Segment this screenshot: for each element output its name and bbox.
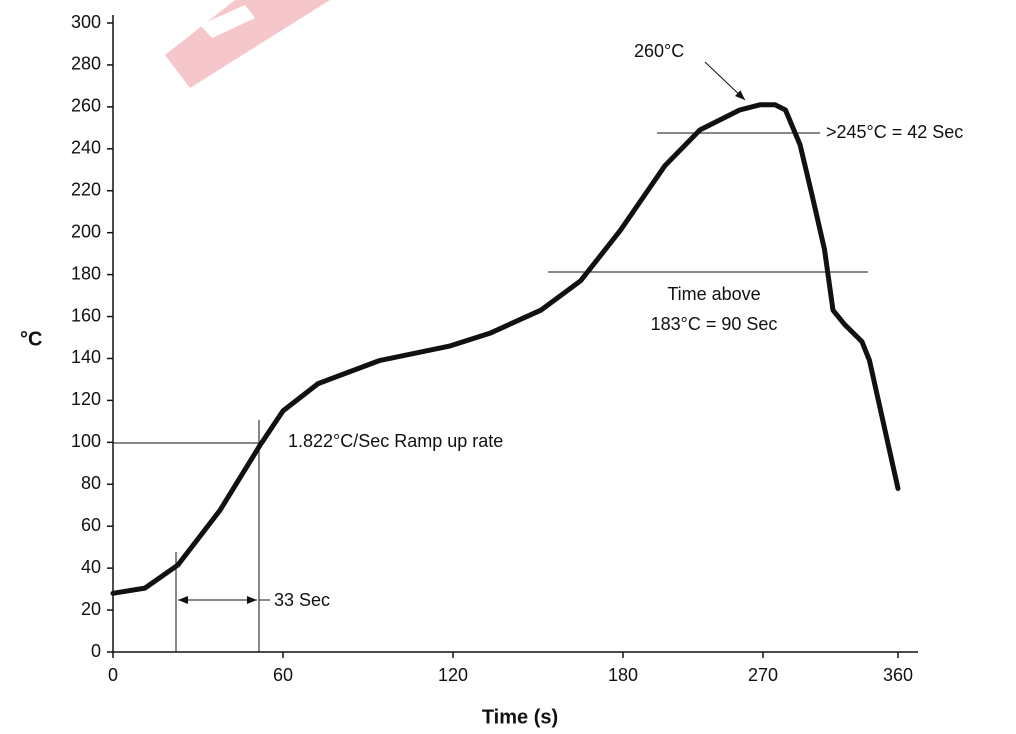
y-tick-label: 300 — [71, 12, 101, 32]
peak-arrow — [704, 61, 746, 101]
y-tick-label: 220 — [71, 179, 101, 199]
x-tick-label: 270 — [748, 665, 778, 685]
watermark — [165, 0, 330, 88]
y-tick-label: 120 — [71, 389, 101, 409]
x-tick-label: 0 — [108, 665, 118, 685]
x-tick-label: 60 — [273, 665, 293, 685]
annotation: 183°C = 90 Sec — [651, 314, 778, 334]
x-axis-label: Time (s) — [482, 706, 558, 728]
y-tick-label: 200 — [71, 221, 101, 241]
y-axis-label: °C — [20, 328, 42, 350]
watermark-mark — [200, 5, 255, 38]
annotation: 1.822°C/Sec Ramp up rate — [288, 431, 503, 451]
y-tick-label: 280 — [71, 54, 101, 74]
y-tick-label: 60 — [81, 515, 101, 535]
x-tick-label: 180 — [608, 665, 638, 685]
x-tick-label: 360 — [883, 665, 913, 685]
annotation: 33 Sec — [274, 590, 330, 610]
annotation: >245°C = 42 Sec — [826, 122, 963, 142]
y-tick-label: 240 — [71, 138, 101, 158]
y-tick-label: 140 — [71, 347, 101, 367]
y-tick-label: 0 — [91, 641, 101, 661]
x-tick-label: 120 — [438, 665, 468, 685]
annotation: Time above — [667, 284, 760, 304]
y-tick-label: 160 — [71, 305, 101, 325]
y-tick-label: 20 — [81, 599, 101, 619]
y-tick-label: 100 — [71, 431, 101, 451]
y-tick-label: 260 — [71, 96, 101, 116]
series-line — [110, 102, 901, 596]
y-tick-label: 40 — [81, 557, 101, 577]
annotation: 260°C — [634, 41, 684, 61]
y-tick-label: 180 — [71, 263, 101, 283]
y-tick-label: 80 — [81, 473, 101, 493]
